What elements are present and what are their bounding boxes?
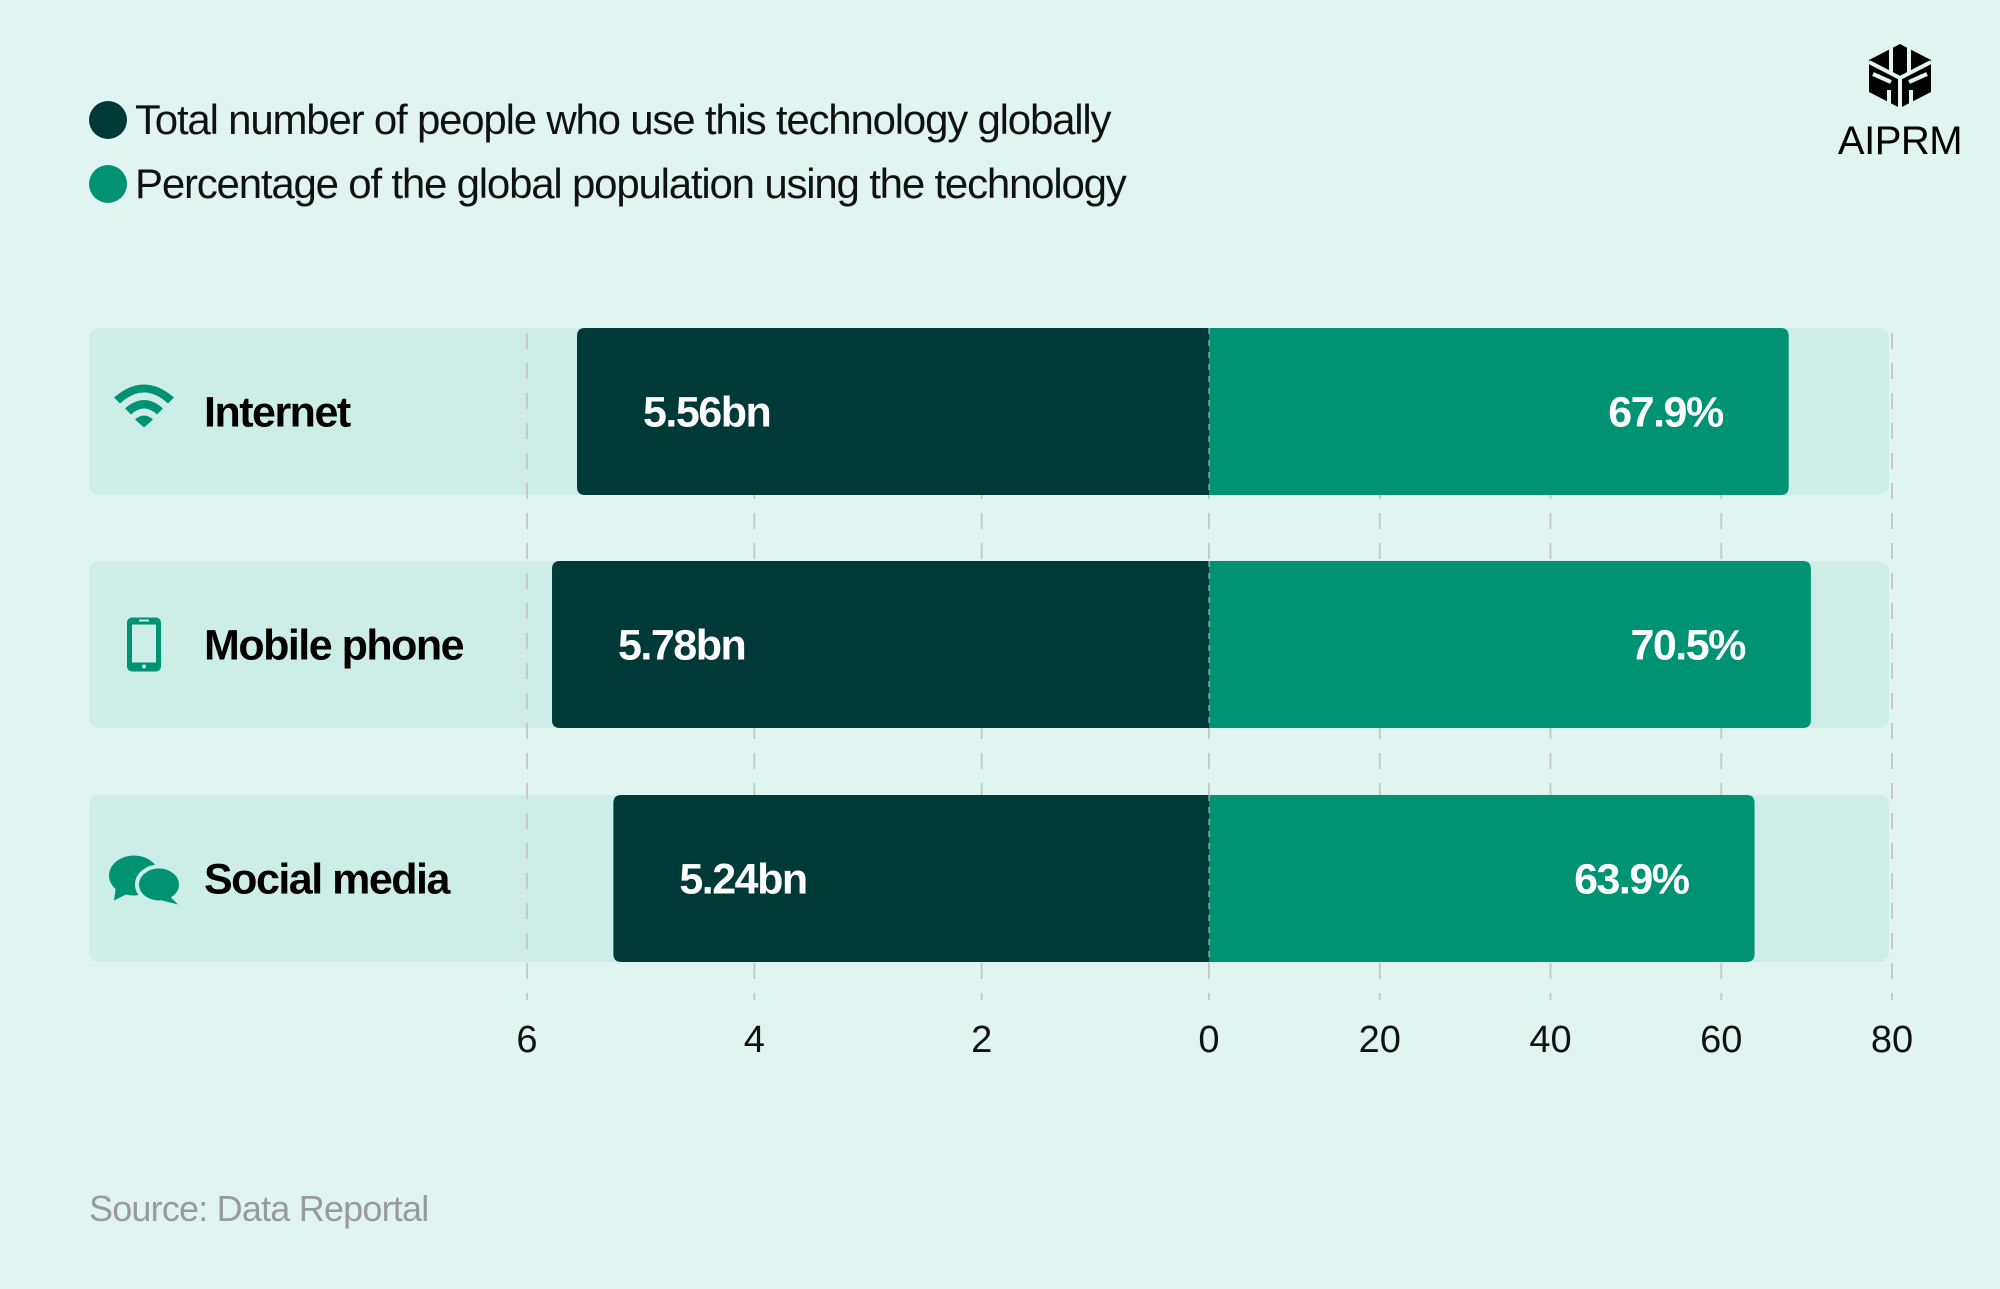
legend: Total number of people who use this tech…: [89, 88, 1127, 216]
mobile-phone-icon: [127, 617, 161, 672]
logo-text: AIPRM: [1837, 119, 1963, 163]
legend-dot-users: [89, 101, 127, 139]
legend-dot-percent: [89, 165, 127, 203]
aiprm-logo: AIPRM: [1830, 42, 1970, 164]
bar-percent: [1209, 561, 1811, 728]
category-label: Social media: [204, 856, 451, 904]
legend-label: Percentage of the global population usin…: [135, 160, 1127, 207]
bar-users: [577, 328, 1209, 495]
phone-speaker: [139, 619, 149, 622]
logo-cube-icon: [1868, 44, 1932, 108]
tick-label: 60: [1700, 1019, 1742, 1061]
category-label: Mobile phone: [204, 622, 464, 670]
bar-percent: [1209, 795, 1755, 962]
tick-label: 2: [971, 1019, 992, 1061]
tick-label: 40: [1529, 1019, 1571, 1061]
tick-label: 80: [1871, 1019, 1913, 1061]
legend-label: Total number of people who use this tech…: [135, 96, 1112, 143]
data-label-users: 5.24bn: [679, 856, 806, 904]
chat-bubbles-icon: [109, 855, 183, 905]
tick-label: 4: [744, 1019, 765, 1061]
data-label-percent: 67.9%: [1608, 389, 1724, 437]
data-label-percent: 63.9%: [1574, 856, 1690, 904]
data-label-percent: 70.5%: [1630, 622, 1746, 670]
wifi-arc: [125, 400, 163, 415]
wifi-arc: [114, 384, 174, 404]
chat-tail: [162, 896, 178, 905]
tick-label: 20: [1359, 1019, 1401, 1061]
phone-screen: [132, 624, 156, 663]
tick-label: 6: [516, 1019, 537, 1061]
tick-label: 0: [1198, 1019, 1219, 1061]
bar-users: [552, 561, 1209, 728]
phone-button: [142, 664, 146, 669]
bar-percent: [1209, 328, 1789, 495]
data-label-users: 5.56bn: [643, 389, 770, 437]
legend-item-users: Total number of people who use this tech…: [89, 88, 1126, 152]
wifi-dot: [135, 415, 153, 428]
legend-item-percent: Percentage of the global population usin…: [89, 152, 1127, 216]
wifi-icon: [114, 384, 174, 428]
bar-users: [613, 795, 1209, 962]
data-label-users: 5.78bn: [618, 622, 745, 670]
category-label: Internet: [204, 389, 351, 437]
source-note: Source: Data Reportal: [89, 1188, 429, 1229]
chat-bubble: [135, 864, 183, 905]
chat-tail: [114, 886, 130, 901]
